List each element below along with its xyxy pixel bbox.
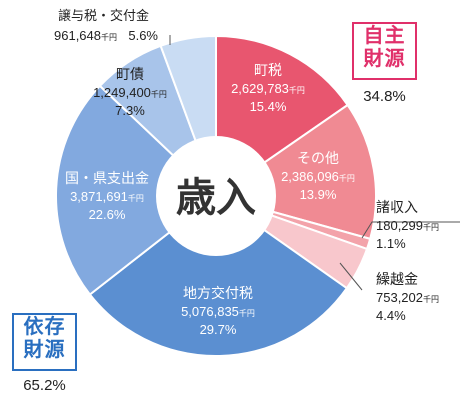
slice-percent: 29.7%	[200, 322, 237, 337]
dependent-revenue-badge: 依存 財源	[12, 313, 77, 371]
slice-value: 180,299千円	[376, 218, 439, 233]
slice-value: 961,648千円	[54, 28, 117, 43]
leader-line	[361, 221, 460, 239]
pie-slice	[55, 84, 218, 296]
slice-percent: 5.6%	[128, 28, 158, 43]
slice-label: 繰越金	[376, 271, 418, 287]
slice-label: 譲与税・交付金	[58, 8, 149, 23]
slice-label: 諸収入	[376, 199, 418, 215]
pie-slice	[88, 194, 349, 357]
slice-value: 1,249,400千円	[93, 85, 167, 100]
slice-value: 2,629,783千円	[231, 81, 305, 96]
own-revenue-line1: 自主	[363, 23, 406, 47]
slice-value: 3,871,691千円	[70, 189, 144, 204]
chart-title: 歳入	[176, 176, 256, 220]
dependent-revenue-percent: 65.2%	[23, 377, 66, 394]
slice-percent: 7.3%	[115, 103, 145, 118]
leader-line	[339, 262, 363, 291]
slice-label: 地方交付税	[183, 285, 253, 301]
slice-value: 5,076,835千円	[181, 304, 255, 319]
slice-label: その他	[297, 150, 339, 166]
slice-percent: 4.4%	[376, 308, 406, 323]
slice-label: 町税	[254, 62, 282, 78]
slice-value: 2,386,096千円	[281, 169, 355, 184]
dependent-revenue-line1: 依存	[23, 314, 66, 338]
own-revenue-line2: 財源	[363, 46, 406, 70]
slice-value: 753,202千円	[376, 290, 439, 305]
own-revenue-badge: 自主 財源	[352, 22, 417, 80]
donut-hole	[156, 136, 276, 256]
slice-label: 国・県支出金	[65, 170, 149, 186]
slice-percent: 13.9%	[300, 187, 337, 202]
own-revenue-percent: 34.8%	[363, 88, 406, 105]
slice-label: 町債	[116, 66, 144, 82]
slice-percent: 22.6%	[89, 207, 126, 222]
dependent-revenue-line2: 財源	[23, 337, 66, 361]
slice-percent: 1.1%	[376, 236, 406, 251]
slice-percent: 15.4%	[250, 99, 287, 114]
